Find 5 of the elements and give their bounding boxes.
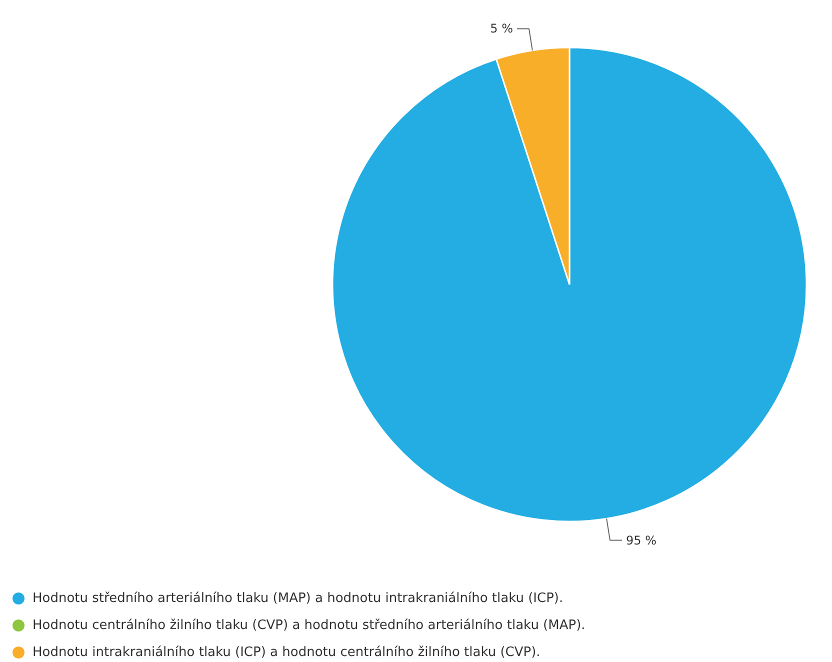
legend-label: Hodnotu intrakraniálního tlaku (ICP) a hodnotu centrálního žilního tlaku (CVP). xyxy=(32,645,540,660)
legend-label: Hodnotu středního arteriálního tlaku (MAP) a hodnotu intrakraniálního tlaku (ICP). xyxy=(32,591,564,606)
legend-label: Hodnotu centrálního žilního tlaku (CVP) a hodnotu středního arteriálního tlaku (MAP). xyxy=(32,618,586,633)
data-label: 5 % xyxy=(490,22,513,36)
data-label: 95 % xyxy=(626,533,657,548)
